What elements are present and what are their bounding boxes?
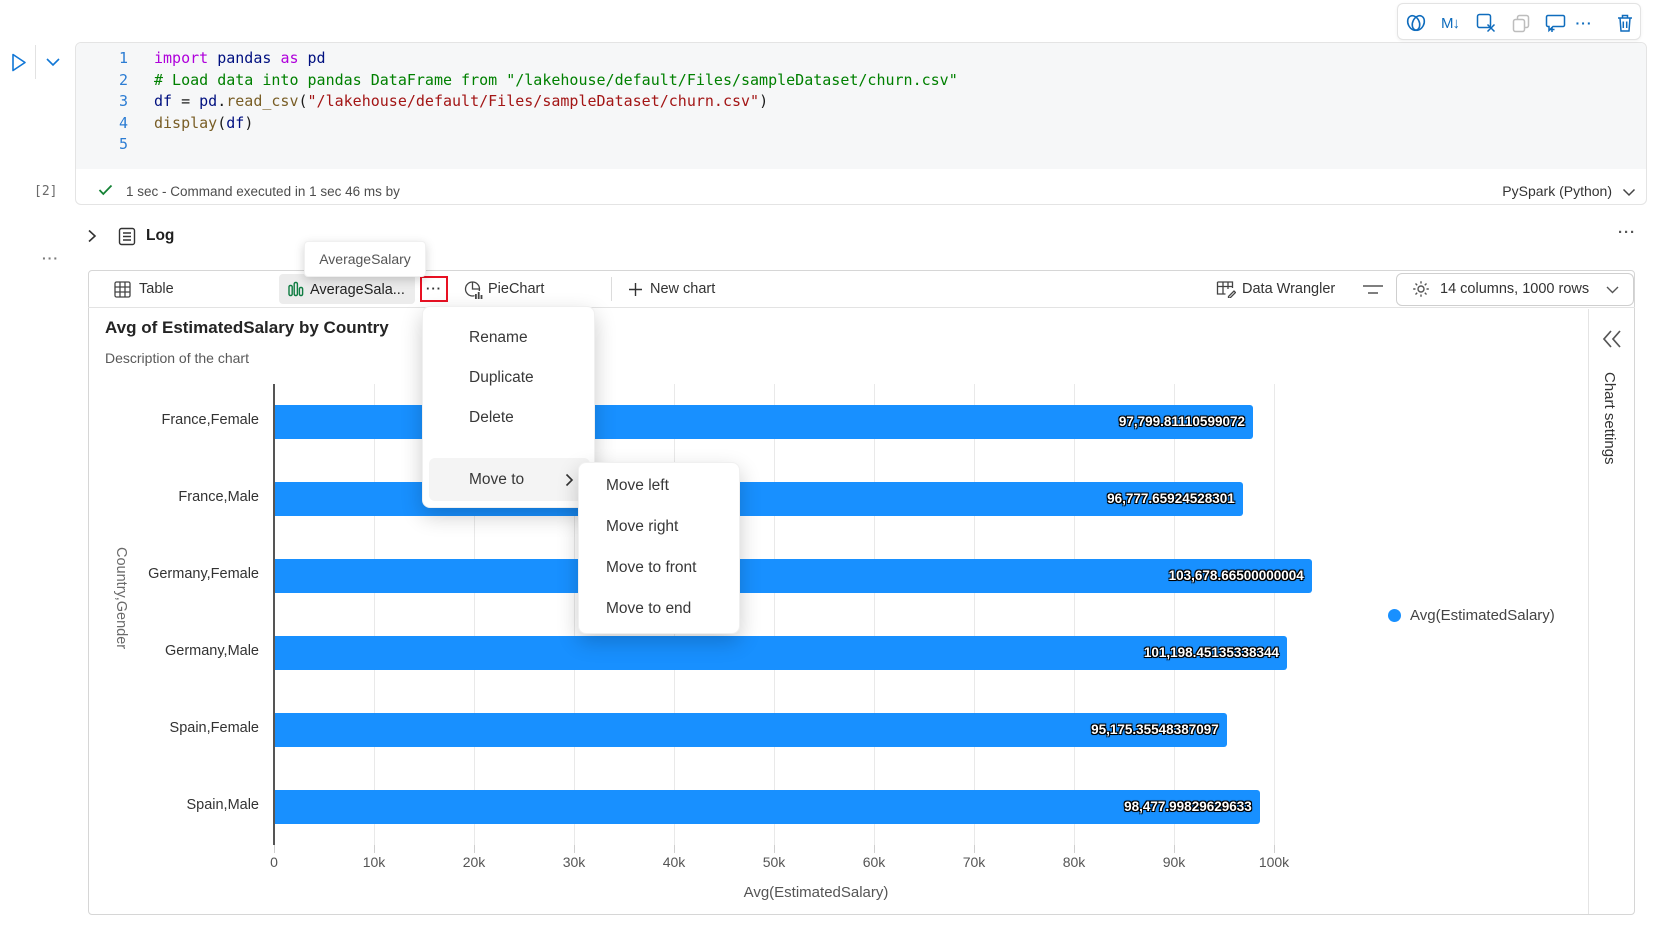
bar-value-label: 98,477.99829629633 [1124, 798, 1252, 814]
cell-toolbar: M↓ ··· [1397, 3, 1641, 40]
log-expand-chevron-icon[interactable] [87, 229, 98, 243]
menu-item-delete[interactable]: Delete [469, 409, 514, 426]
line-number: 2 [118, 70, 128, 89]
tab-table[interactable]: Table [139, 281, 174, 297]
columns-rows-selector[interactable] [1396, 273, 1634, 306]
settings-panel-divider [1588, 309, 1589, 914]
bar-value-label: 103,678.66500000004 [1168, 568, 1304, 584]
delete-cell-icon[interactable] [1614, 12, 1636, 34]
kernel-chevron-icon[interactable] [1622, 188, 1636, 197]
menu-item-rename[interactable]: Rename [469, 329, 528, 346]
pill-chevron-down-icon [1606, 286, 1619, 294]
run-options-chevron-icon[interactable] [45, 57, 61, 67]
log-icon [118, 227, 136, 246]
code-line-1: 1 import pandas as pd [76, 48, 1646, 70]
new-chart-button[interactable]: New chart [650, 281, 716, 297]
data-bar[interactable]: 95,175.35548387097 [275, 712, 1227, 747]
view-filter-icon[interactable] [1363, 284, 1383, 296]
log-section-label[interactable]: Log [146, 227, 175, 244]
tab-context-menu: Rename Duplicate Delete Move to [422, 306, 595, 508]
result-tab-bar [88, 270, 1635, 308]
bar-value-label: 101,198.45135338344 [1143, 644, 1279, 660]
columns-rows-label: 14 columns, 1000 rows [1440, 281, 1590, 297]
copilot-icon[interactable] [1405, 12, 1427, 34]
run-controls-divider [35, 45, 36, 79]
chart-legend: Avg(EstimatedSalary) [1388, 607, 1555, 624]
chart-settings-panel-label[interactable]: Chart settings [1601, 372, 1618, 465]
legend-label: Avg(EstimatedSalary) [1410, 607, 1555, 624]
data-bar[interactable]: 98,477.99829629633 [275, 789, 1260, 824]
tab-more-options-button[interactable]: ··· [420, 276, 448, 302]
code-line-2: 2 # Load data into pandas DataFrame from … [76, 70, 1646, 92]
submenu-chevron-icon [565, 473, 590, 487]
chart-title: Avg of EstimatedSalary by Country [105, 318, 389, 337]
data-bar[interactable]: 103,678.66500000004 [275, 559, 1312, 594]
pie-chart-icon[interactable] [464, 280, 483, 299]
tab-bar-divider [611, 277, 612, 301]
code-line-4: 4 display(df) [76, 113, 1646, 135]
execution-count: [2] [34, 184, 58, 199]
data-bar[interactable]: 96,777.65924528301 [275, 482, 1243, 517]
log-more-icon[interactable]: ··· [1618, 224, 1636, 241]
line-number: 1 [118, 49, 128, 67]
line-number: 3 [118, 92, 128, 110]
gear-icon [1412, 280, 1430, 298]
copy-cell-icon [1510, 12, 1532, 34]
run-cell-button[interactable] [9, 52, 28, 73]
line-number: 4 [118, 113, 128, 132]
move-to-submenu: Move left Move right Move to front Move to … [578, 462, 740, 634]
cell-status-text: 1 sec - Command executed in 1 sec 46 ms … [126, 184, 400, 199]
submenu-item-move-to-end[interactable]: Move to end [606, 600, 692, 617]
table-grid-icon[interactable] [114, 281, 131, 298]
comment-add-icon[interactable] [1544, 12, 1566, 34]
submenu-item-move-left[interactable]: Move left [606, 477, 669, 494]
tab-pie-chart[interactable]: PieChart [488, 281, 545, 297]
y-axis-title: Country,Gender [113, 547, 129, 650]
data-bar[interactable]: 101,198.45135338344 [275, 635, 1287, 670]
data-wrangler-icon[interactable] [1216, 280, 1236, 298]
code-editor[interactable]: 1 import pandas as pd 2 # Load data into pa… [76, 43, 1646, 169]
markdown-convert-icon[interactable]: M↓ [1441, 14, 1460, 32]
cell-margin-more-icon[interactable]: ··· [42, 250, 59, 266]
submenu-item-move-to-front[interactable]: Move to front [606, 559, 697, 576]
kernel-selector[interactable]: PySpark (Python) [1502, 183, 1612, 199]
legend-marker [1388, 609, 1401, 622]
x-axis-title: Avg(EstimatedSalary) [743, 884, 889, 901]
success-check-icon [98, 184, 113, 196]
bar-chart-icon [288, 281, 304, 297]
tab-average-salary-label[interactable]: AverageSala... [310, 282, 405, 298]
move-to-label: Move to [469, 470, 525, 488]
clear-output-icon[interactable] [1475, 12, 1497, 34]
data-wrangler-button[interactable]: Data Wrangler [1242, 281, 1336, 297]
submenu-item-move-right[interactable]: Move right [606, 518, 679, 535]
bar-value-label: 97,799.81110599072 [1118, 414, 1245, 430]
chart-subtitle: Description of the chart [105, 350, 249, 366]
collapse-panel-icon[interactable] [1600, 329, 1624, 349]
menu-item-duplicate[interactable]: Duplicate [469, 369, 534, 386]
plus-icon[interactable] [628, 282, 643, 297]
more-options-icon[interactable]: ··· [1575, 15, 1593, 31]
line-number: 5 [118, 135, 128, 153]
bar-value-label: 96,777.65924528301 [1107, 491, 1235, 507]
tab-average-salary[interactable] [279, 274, 415, 304]
menu-item-move-to[interactable]: Move to [429, 458, 590, 501]
code-line-5: 5 [76, 134, 1646, 156]
bar-value-label: 95,175.35548387097 [1091, 721, 1219, 737]
code-line-3: 3 df = pd.read_csv("/lakehouse/default/Fi… [76, 91, 1646, 113]
tab-tooltip: AverageSalary [304, 241, 426, 277]
